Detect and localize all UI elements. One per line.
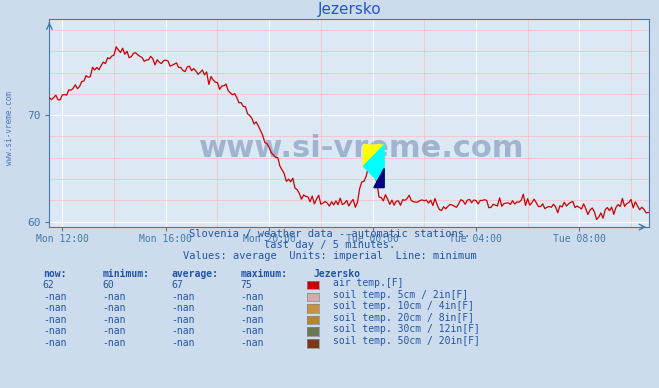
Text: -nan: -nan [171,338,195,348]
Text: now:: now: [43,269,67,279]
Title: Jezersko: Jezersko [318,2,381,17]
Text: 60: 60 [102,280,114,290]
Text: -nan: -nan [241,326,264,336]
Text: soil temp. 50cm / 20in[F]: soil temp. 50cm / 20in[F] [333,336,480,346]
Text: www.si-vreme.com: www.si-vreme.com [198,133,524,163]
Text: soil temp. 5cm / 2in[F]: soil temp. 5cm / 2in[F] [333,289,468,300]
Text: maximum:: maximum: [241,269,287,279]
Text: Values: average  Units: imperial  Line: minimum: Values: average Units: imperial Line: mi… [183,251,476,261]
Text: 62: 62 [43,280,55,290]
Text: 67: 67 [171,280,183,290]
Polygon shape [374,168,384,187]
Text: -nan: -nan [43,303,67,313]
Polygon shape [364,145,384,166]
Text: 75: 75 [241,280,252,290]
Text: -nan: -nan [171,291,195,301]
Text: last day / 5 minutes.: last day / 5 minutes. [264,240,395,250]
Text: -nan: -nan [43,338,67,348]
Text: -nan: -nan [171,303,195,313]
Text: -nan: -nan [241,291,264,301]
Text: -nan: -nan [102,315,126,325]
Text: -nan: -nan [43,315,67,325]
Text: -nan: -nan [171,315,195,325]
Text: air temp.[F]: air temp.[F] [333,278,403,288]
Text: average:: average: [171,269,218,279]
Text: www.si-vreme.com: www.si-vreme.com [5,91,14,165]
Text: -nan: -nan [102,303,126,313]
Text: -nan: -nan [241,315,264,325]
Text: Jezersko: Jezersko [314,269,360,279]
Polygon shape [364,145,384,187]
Text: -nan: -nan [241,303,264,313]
Text: soil temp. 20cm / 8in[F]: soil temp. 20cm / 8in[F] [333,313,474,323]
Text: minimum:: minimum: [102,269,149,279]
Text: -nan: -nan [43,326,67,336]
Text: -nan: -nan [102,326,126,336]
Text: -nan: -nan [43,291,67,301]
Text: -nan: -nan [102,338,126,348]
Text: -nan: -nan [171,326,195,336]
Text: soil temp. 10cm / 4in[F]: soil temp. 10cm / 4in[F] [333,301,474,311]
Text: -nan: -nan [241,338,264,348]
Text: soil temp. 30cm / 12in[F]: soil temp. 30cm / 12in[F] [333,324,480,334]
Text: -nan: -nan [102,291,126,301]
Text: Slovenia / weather data - automatic stations.: Slovenia / weather data - automatic stat… [189,229,470,239]
